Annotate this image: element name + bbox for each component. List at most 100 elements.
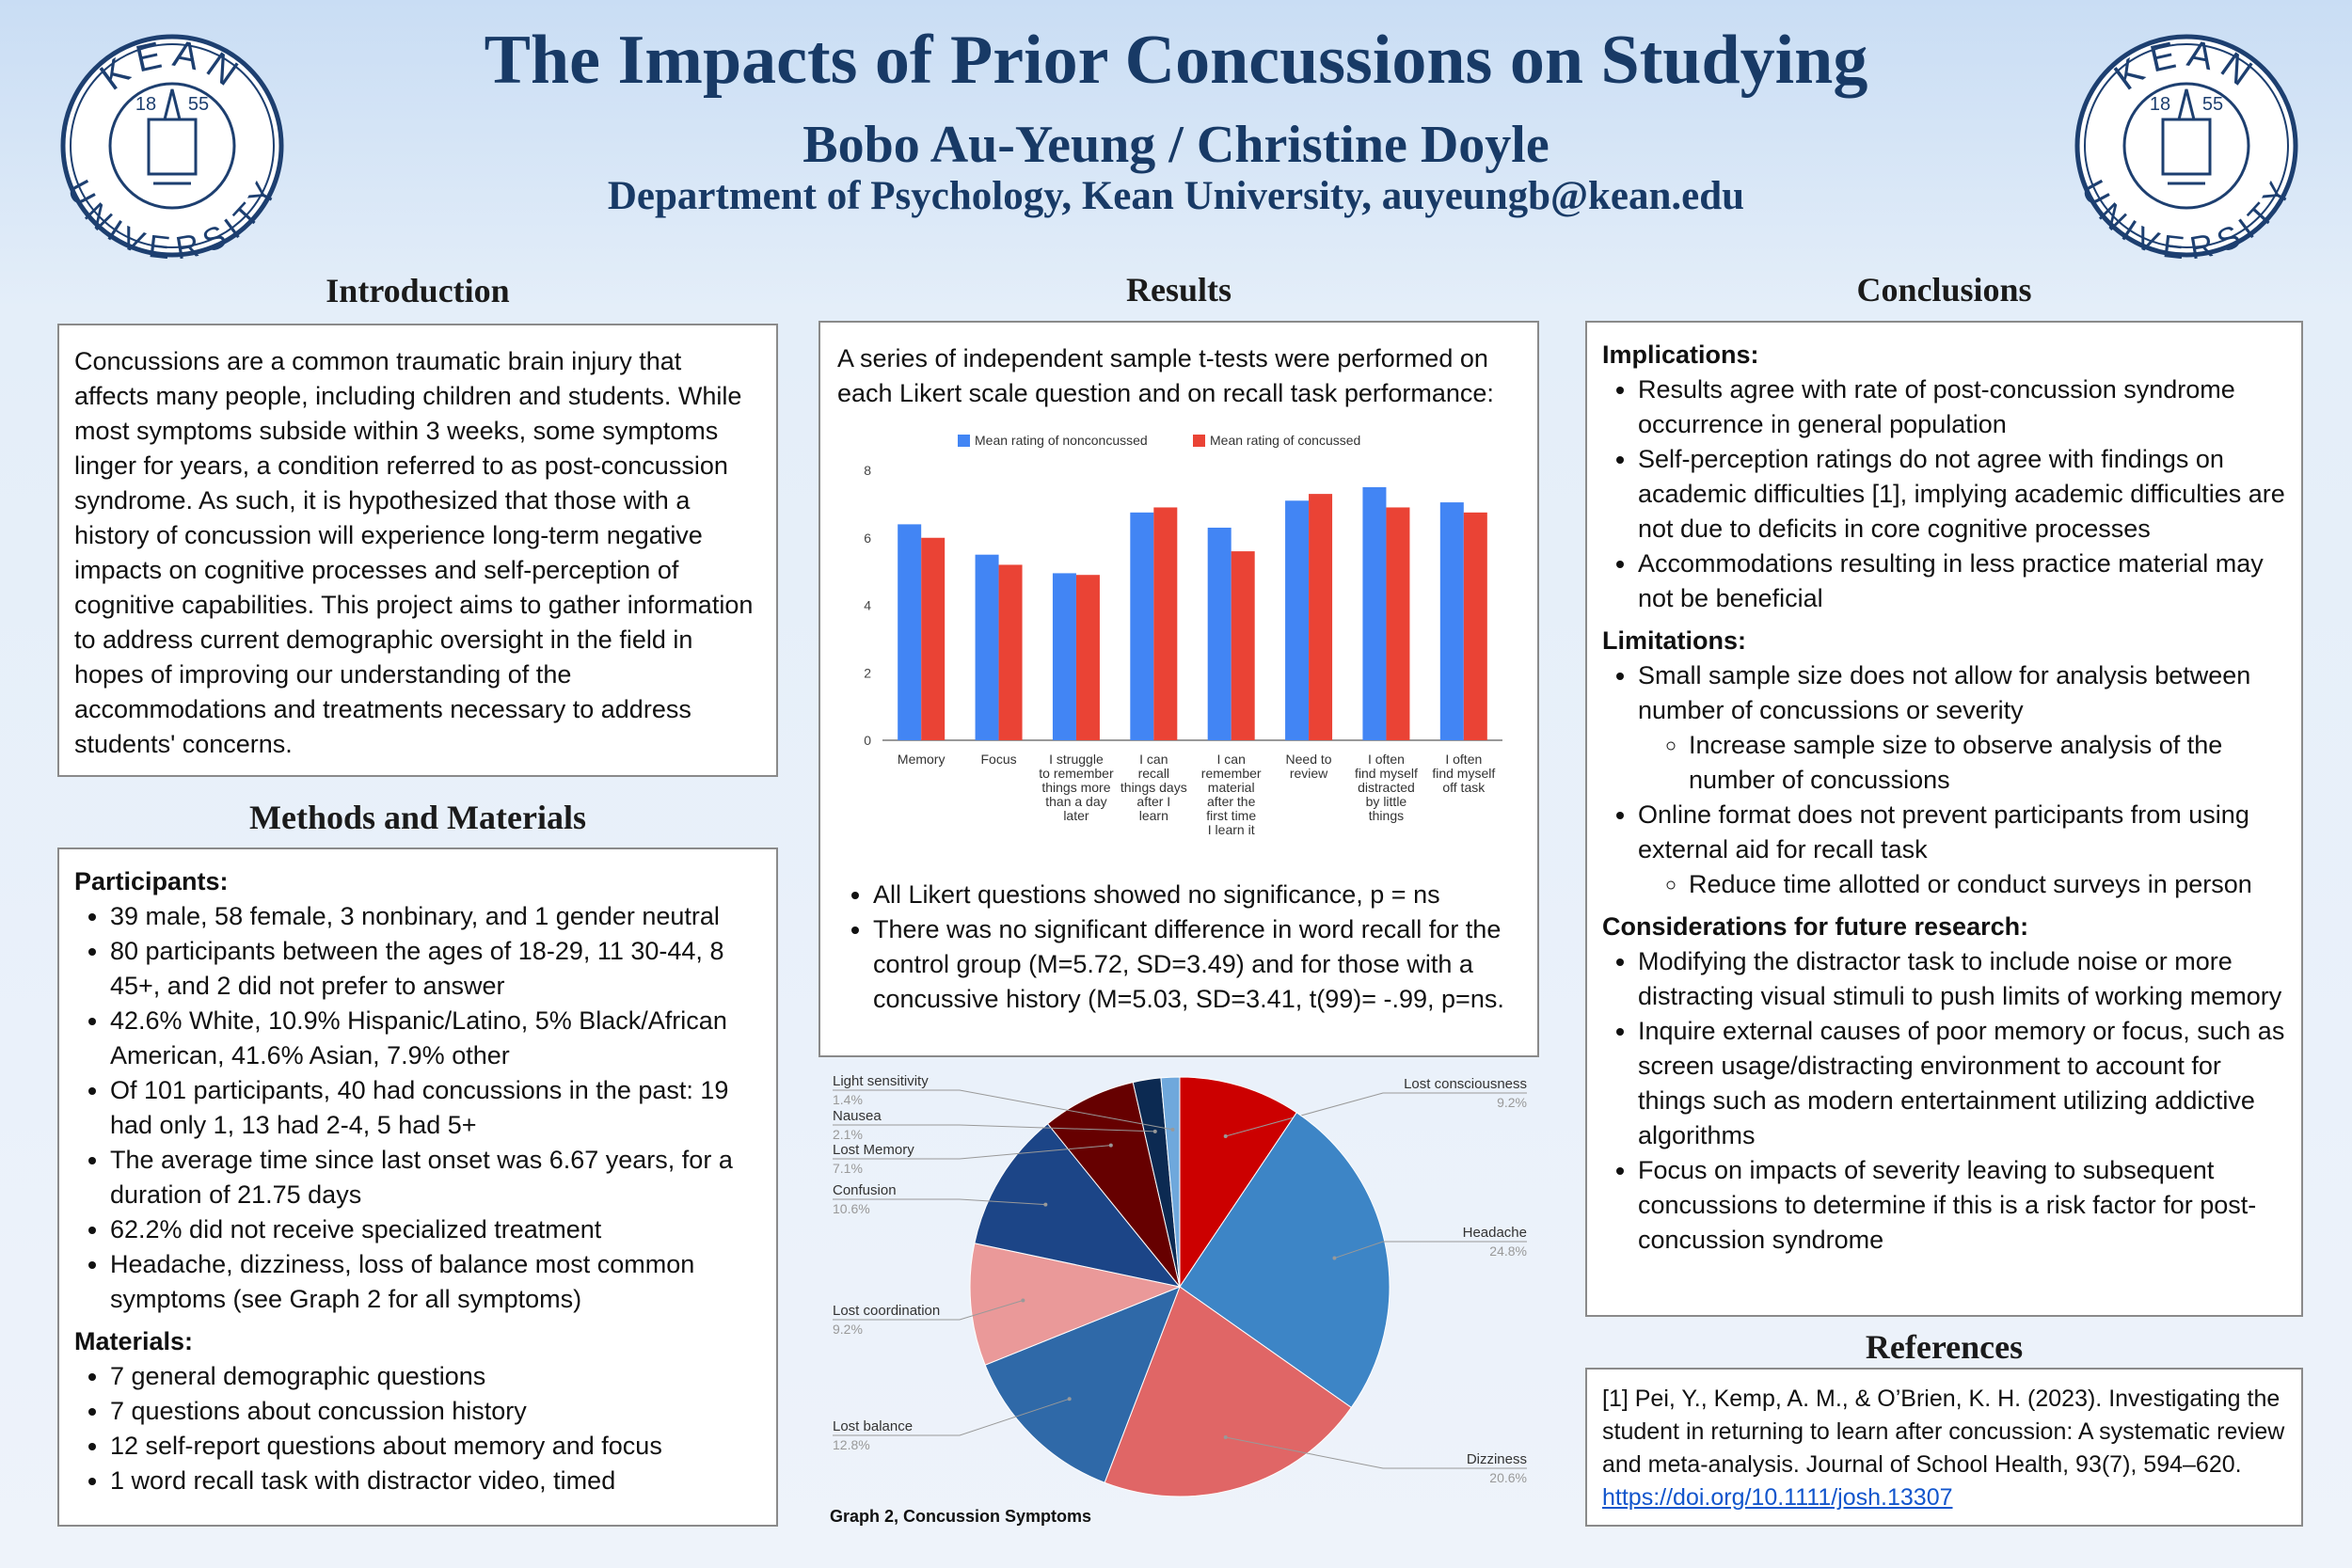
section-heading: Methods and Materials [249, 799, 586, 836]
results-list: All Likert questions showed no significa… [837, 878, 1520, 1017]
bar [1207, 527, 1232, 740]
logo-emblem [153, 88, 191, 185]
bullet-text: 62.2% did not receive specialized treatm… [110, 1215, 602, 1243]
pie-value-label: 7.1% [833, 1161, 863, 1176]
logo-ring [2084, 43, 2289, 248]
bullet-item: Headache, dizziness, loss of balance mos… [110, 1247, 761, 1317]
bar [1362, 486, 1387, 740]
logo-ring [70, 43, 275, 248]
x-tick-label: I struggle to remember things more than a d… [1039, 752, 1114, 823]
bullet-text: The average time since last onset was 6.… [110, 1146, 733, 1209]
list-label: Limitations: [1602, 626, 1746, 655]
bullet-item: Of 101 participants, 40 had concussions … [110, 1073, 761, 1143]
leader-line [833, 1398, 1070, 1436]
bullet-text: 39 male, 58 female, 3 nonbinary, and 1 g… [110, 902, 720, 930]
bullet-text: Online format does not prevent participa… [1638, 800, 2249, 863]
pie-label: Dizziness [1467, 1451, 1527, 1467]
leader-dot [1170, 1127, 1175, 1132]
leader-line [833, 1198, 1046, 1206]
leader-dot [1108, 1143, 1113, 1148]
y-tick-label: 8 [864, 463, 871, 478]
bullet-text: Small sample size does not allow for ana… [1638, 661, 2251, 724]
pie-slice [969, 1243, 1182, 1366]
bullet-text: 42.6% White, 10.9% Hispanic/Latino, 5% B… [110, 1006, 727, 1069]
bullet-list: 7 general demographic questions 7 questio… [74, 1359, 761, 1498]
bullet-item: 42.6% White, 10.9% Hispanic/Latino, 5% B… [110, 1004, 761, 1073]
x-tick-label: Need to review [1286, 752, 1332, 781]
bullet-text: Inquire external causes of poor memory o… [1638, 1017, 2285, 1149]
bullet-item: Results agree with rate of post-concussi… [1638, 372, 2286, 442]
bullet-text: Self-perception ratings do not agree wit… [1638, 445, 2285, 543]
logo-year: 55 [2202, 94, 2223, 115]
bullet-item: Small sample size does not allow for ana… [1638, 658, 2286, 798]
pie-value-label: 24.8% [1489, 1243, 1527, 1259]
leader-dot [1223, 1434, 1228, 1439]
pie-label: Lost Memory [833, 1142, 914, 1158]
pie-value-label: 9.2% [1497, 1095, 1527, 1110]
bar [998, 564, 1023, 740]
chart-title: Graph 2, Concussion Symptoms [830, 1507, 1091, 1526]
logo-ring [60, 34, 284, 258]
bullet-item: Focus on impacts of severity leaving to … [1638, 1153, 2286, 1258]
bar [898, 524, 922, 740]
intro-text: Concussions are a common traumatic brain… [74, 347, 754, 758]
pie-slice [1160, 1076, 1181, 1288]
section-heading: Introduction [326, 272, 510, 309]
logo-emblem [147, 118, 198, 176]
bullet-text: 1 word recall task with distractor video… [110, 1466, 616, 1495]
leader-dot [1332, 1256, 1337, 1260]
bullet-text: 7 questions about concussion history [110, 1397, 527, 1425]
bullet-text: 7 general demographic questions [110, 1362, 486, 1390]
x-tick-label: I often find myself off task [1432, 752, 1495, 795]
bullet-item: 39 male, 58 female, 3 nonbinary, and 1 g… [110, 899, 761, 934]
leader-line [1225, 1436, 1527, 1469]
bullet-item: 62.2% did not receive specialized treatm… [110, 1212, 761, 1247]
bullet-text: 12 self-report questions about memory an… [110, 1432, 662, 1460]
y-tick-label: 4 [864, 598, 871, 613]
legend-swatch [1193, 435, 1205, 447]
pie-value-label: 12.8% [833, 1437, 870, 1452]
bullet-item: 12 self-report questions about memory an… [110, 1429, 761, 1464]
pie-value-label: 10.6% [833, 1201, 870, 1216]
list-label: Considerations for future research: [1602, 912, 2029, 941]
bullet-item: 80 participants between the ages of 18-2… [110, 934, 761, 1004]
title: The Impacts of Prior Concussions on Stud… [484, 22, 1868, 99]
pie-label: Confusion [833, 1182, 897, 1198]
pie-slice [974, 1123, 1182, 1288]
logo-emblem [2161, 118, 2212, 176]
pie-slice [1179, 1112, 1391, 1409]
leader-dot [1043, 1202, 1048, 1207]
sub-item: Reduce time allotted or conduct surveys … [1689, 867, 2286, 902]
bullet-list: Modifying the distractor task to include… [1602, 944, 2286, 1258]
pie-label: Headache [1463, 1225, 1527, 1241]
pie-chart: Lost consciousness 9.2% Headache 24.8% Dizzi… [830, 1073, 1527, 1526]
bullet-item: 1 word recall task with distractor video… [110, 1464, 761, 1498]
section-heading: Conclusions [1856, 271, 2032, 309]
pie-slice [1046, 1082, 1181, 1288]
reference-link[interactable]: https://doi.org/10.1111/josh.13307 [1602, 1484, 1953, 1511]
leader-line [1225, 1092, 1527, 1137]
bullet-text: Headache, dizziness, loss of balance mos… [110, 1250, 695, 1313]
bar [921, 537, 946, 740]
y-tick-label: 0 [864, 733, 871, 748]
leader-dot [1067, 1397, 1072, 1402]
pie-slice [984, 1286, 1181, 1483]
bullet-list: Small sample size does not allow for ana… [1602, 658, 2286, 902]
references-box: [1] Pei, Y., Kemp, A. M., & O’Brien, K. … [1585, 1368, 2303, 1527]
pie-label: Lost consciousness [1404, 1076, 1527, 1092]
bar [1309, 494, 1333, 740]
sub-item: Increase sample size to observe analysis… [1689, 728, 2286, 798]
leader-dot [1152, 1129, 1157, 1133]
pie-value-label: 2.1% [833, 1127, 863, 1142]
bullet-item: 7 questions about concussion history [110, 1394, 761, 1429]
logo-ring [2122, 82, 2250, 210]
bullet-item: Modifying the distractor task to include… [1638, 944, 2286, 1014]
x-tick-label: Focus [981, 752, 1017, 767]
affiliation: Department of Psychology, Kean Universit… [607, 174, 1745, 218]
leader-line [833, 1089, 1173, 1131]
bullet-text: Accommodations resulting in less practic… [1638, 549, 2264, 612]
list-label: Participants: [74, 867, 229, 895]
x-tick-label: I can remember material after the first time… [1201, 752, 1262, 837]
